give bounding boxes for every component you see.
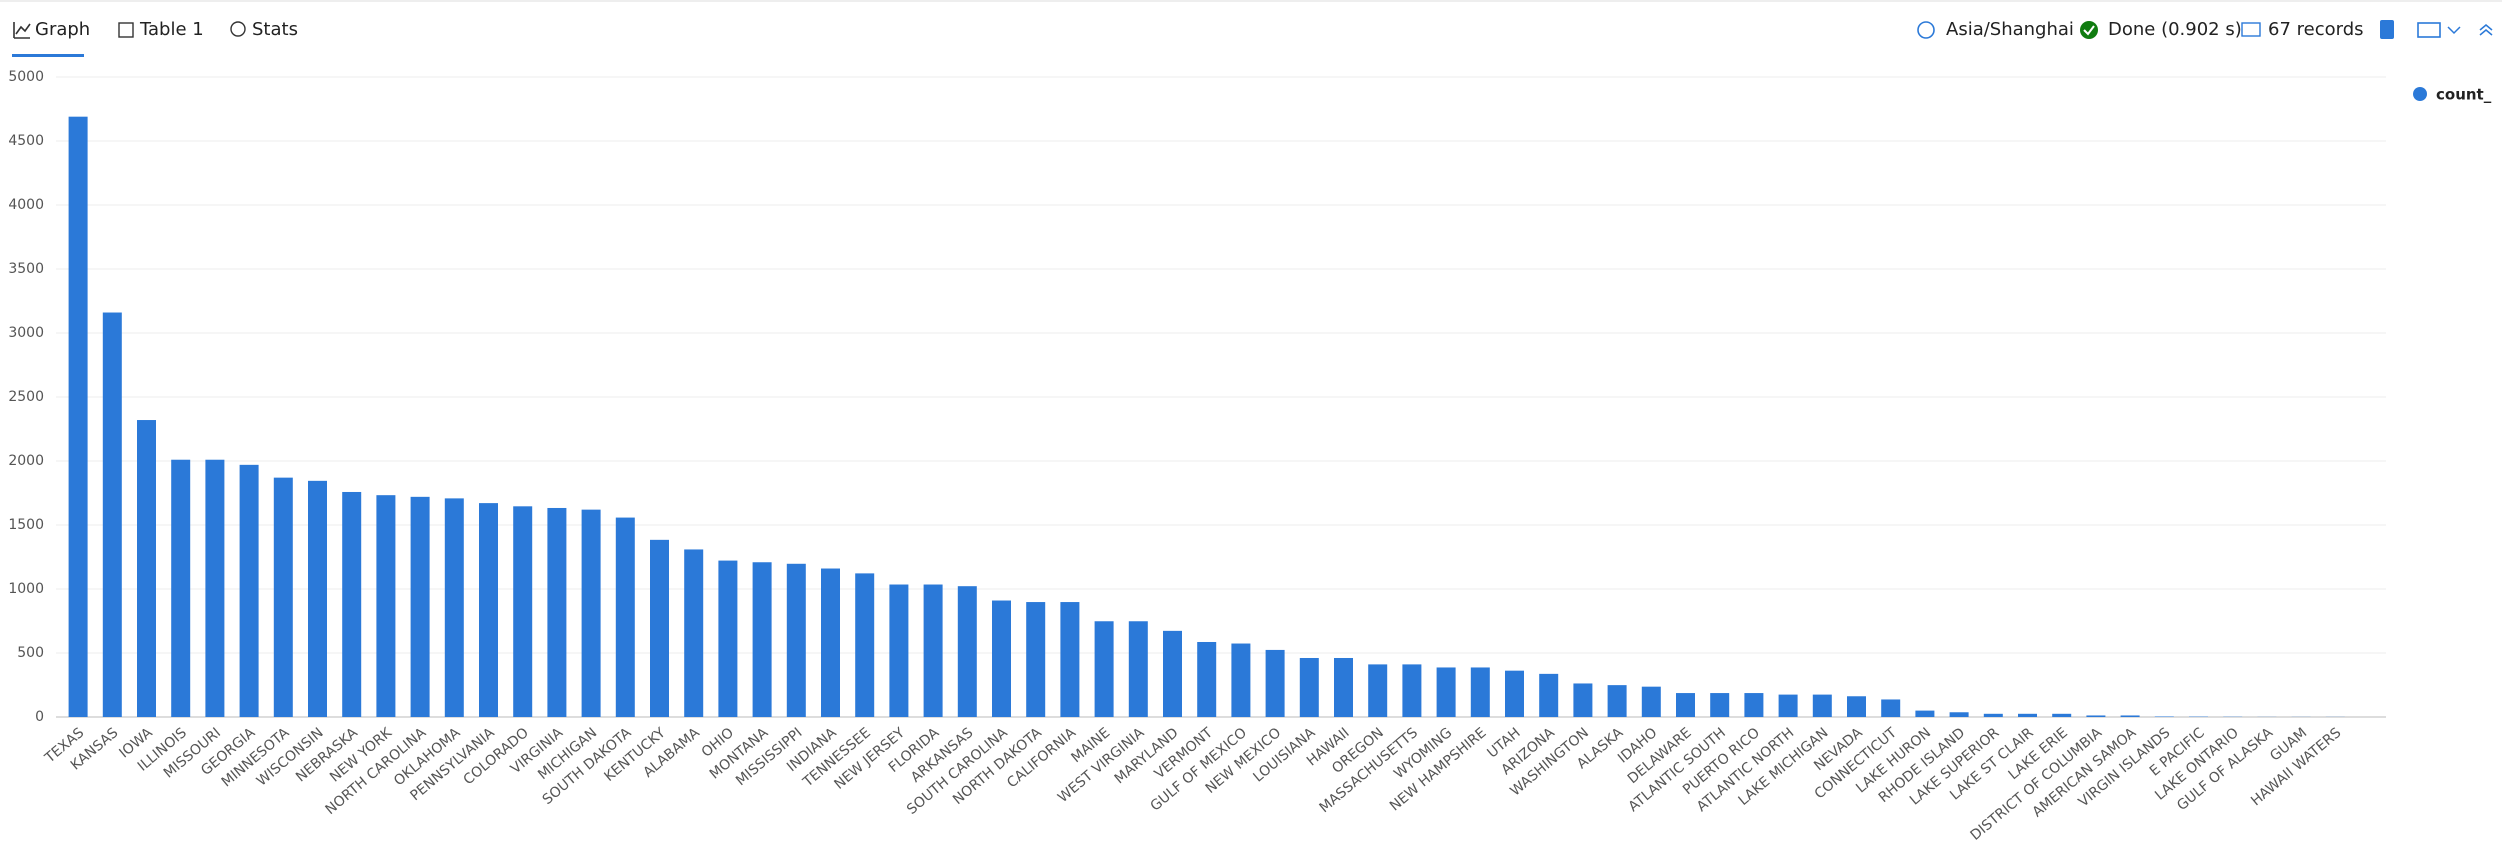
bar — [479, 503, 498, 717]
bar — [205, 459, 225, 717]
bar — [342, 491, 362, 717]
graph-icon — [13, 22, 31, 39]
bar — [1505, 670, 1524, 717]
bar — [1163, 630, 1182, 717]
bar — [102, 312, 122, 717]
bar — [1641, 686, 1661, 717]
table-icon — [118, 22, 134, 38]
bar — [615, 517, 635, 717]
y-tick-label: 4000 — [8, 197, 44, 213]
bar — [1744, 693, 1764, 717]
tab-graph[interactable]: Graph — [35, 19, 90, 40]
bar — [1334, 657, 1353, 717]
stats-icon — [230, 21, 246, 37]
y-tick-label: 3000 — [8, 325, 44, 341]
y-tick-label: 2000 — [8, 453, 44, 469]
bar — [1710, 693, 1730, 717]
bar — [684, 549, 704, 717]
bar — [1573, 683, 1593, 717]
bar — [376, 495, 396, 717]
bar — [889, 584, 909, 717]
toolbar: Graph Table 1 Stats Asia/Shanghai Done (… — [12, 19, 2493, 57]
bar — [1299, 657, 1319, 717]
y-tick-label: 4500 — [8, 133, 44, 149]
bar — [786, 563, 806, 717]
bar — [1402, 664, 1422, 717]
bar — [410, 496, 430, 717]
bar — [2086, 715, 2106, 717]
bar — [1915, 710, 1935, 717]
bar — [1881, 699, 1901, 717]
tab-stats[interactable]: Stats — [252, 19, 298, 40]
y-tick-label: 5000 — [8, 69, 44, 85]
bar — [1847, 696, 1866, 717]
legend-label: count_ — [2436, 86, 2492, 104]
bar — [752, 562, 772, 717]
bar — [1470, 667, 1490, 717]
bar — [513, 506, 533, 717]
bar — [650, 539, 669, 717]
collapse-button[interactable] — [2479, 24, 2493, 36]
bar — [2120, 715, 2140, 717]
bar — [1094, 621, 1114, 717]
dropdown[interactable] — [2447, 26, 2461, 35]
y-tick-label: 1500 — [8, 517, 44, 533]
bar — [273, 477, 293, 717]
bar — [1197, 641, 1217, 717]
bar — [1128, 621, 1148, 717]
bar — [1676, 693, 1695, 717]
bar — [1436, 667, 1456, 717]
bar — [547, 507, 567, 717]
records: 67 records — [2268, 19, 2364, 40]
y-tick-label: 3500 — [8, 261, 44, 277]
bar — [1539, 673, 1559, 717]
bar — [1778, 694, 1798, 717]
clipboard-button[interactable] — [2380, 20, 2394, 39]
records-icon — [2241, 22, 2261, 37]
bar — [581, 509, 601, 717]
tab-underline — [12, 54, 84, 57]
bar — [923, 584, 943, 717]
y-tick-label: 0 — [35, 709, 44, 725]
bar — [2018, 713, 2037, 717]
bar — [308, 480, 327, 717]
bar — [1983, 713, 2003, 717]
y-tick-label: 500 — [17, 645, 44, 661]
bar — [821, 568, 840, 717]
bar — [2052, 713, 2072, 717]
bar — [1265, 649, 1285, 717]
tab-table[interactable]: Table 1 — [139, 19, 204, 40]
timezone[interactable]: Asia/Shanghai — [1946, 19, 2074, 40]
bar — [718, 560, 738, 717]
done-icon — [2080, 21, 2098, 39]
bar — [1231, 643, 1251, 717]
bar — [992, 600, 1011, 717]
bar — [1607, 685, 1627, 717]
bar — [1949, 712, 1969, 717]
bar — [1060, 602, 1080, 717]
bar — [68, 116, 88, 718]
bar — [2154, 716, 2174, 717]
bar — [1026, 602, 1046, 717]
clock-icon — [1917, 21, 1935, 39]
bar — [957, 586, 977, 717]
layout-button[interactable] — [2417, 22, 2441, 38]
y-tick-label: 2500 — [8, 389, 44, 405]
bar — [1368, 664, 1388, 717]
check — [2083, 25, 2095, 36]
bar — [444, 498, 464, 717]
status: Done (0.902 s) — [2108, 19, 2242, 40]
bar — [855, 573, 875, 717]
legend-marker — [2413, 87, 2427, 101]
y-tick-label: 1000 — [8, 581, 44, 597]
bar — [1812, 694, 1832, 717]
bar — [171, 459, 191, 717]
bar — [239, 464, 259, 717]
bar — [137, 420, 156, 717]
